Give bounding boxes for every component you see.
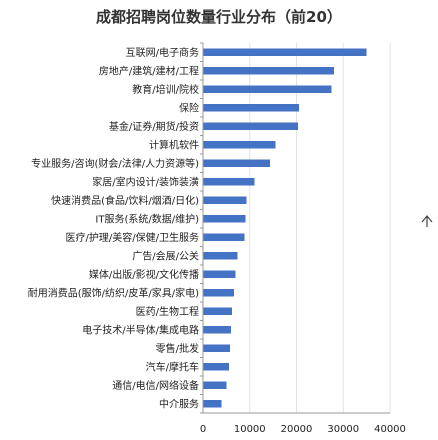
- category-label: 计算机软件: [149, 138, 199, 151]
- bar: [203, 251, 238, 260]
- x-tick-label: 20000: [281, 424, 313, 435]
- x-tick-label: 30000: [327, 424, 359, 435]
- x-tick-label: 0: [200, 424, 206, 435]
- bar: [203, 177, 255, 186]
- bar: [203, 344, 231, 353]
- bar: [203, 122, 298, 131]
- category-labels: 互联网/电子商务房地产/建筑/建材/工程教育/培训/院校保险基金/证券/期货/投…: [28, 46, 199, 411]
- chart-title: 成都招聘岗位数量行业分布（前20）: [96, 8, 342, 26]
- category-label: 零售/批发: [156, 342, 199, 355]
- bar: [203, 307, 232, 316]
- axes: [200, 42, 390, 414]
- x-tick-labels: 0 10000 20000 30000 40000: [200, 424, 406, 435]
- category-label: 房地产/建筑/建材/工程: [99, 64, 199, 77]
- category-label: 医疗/护理/美容/保健/卫生服务: [66, 231, 199, 244]
- bar: [203, 196, 247, 205]
- category-label: 通信/电信/网络设备: [112, 379, 199, 392]
- bar: [203, 85, 332, 94]
- category-label: 基金/证券/期货/投资: [109, 120, 199, 133]
- category-label: 专业服务/咨询(财会/法律/人力资源等): [31, 157, 199, 170]
- category-label: 广告/会展/公关: [132, 249, 199, 262]
- category-label: 中介服务: [159, 397, 199, 410]
- category-label: 电子技术/半导体/集成电路: [82, 323, 199, 336]
- category-label: 互联网/电子商务: [126, 46, 199, 59]
- bars: [203, 48, 367, 408]
- bar: [203, 159, 270, 168]
- chevron-up-icon[interactable]: [421, 215, 433, 227]
- category-label: IT服务(系统/数据/维护): [95, 212, 199, 225]
- category-label: 保险: [179, 101, 199, 114]
- bar: [203, 362, 230, 371]
- bar: [203, 399, 222, 408]
- category-label: 快速消费品(食品/饮料/烟酒/日化): [51, 194, 199, 207]
- x-tick-label: 40000: [374, 424, 406, 435]
- bar: [203, 103, 299, 112]
- category-label: 医药/生物工程: [136, 305, 199, 318]
- category-label: 媒体/出版/影视/文化传播: [89, 268, 199, 281]
- bar: [203, 214, 246, 223]
- category-label: 家居/室内设计/装饰装潢: [92, 175, 199, 188]
- bar: [203, 381, 227, 390]
- category-label: 耐用消费品(服饰/纺织/皮革/家具/家电): [28, 286, 199, 299]
- bar: [203, 270, 236, 279]
- x-tick-label: 10000: [234, 424, 266, 435]
- bar: [203, 288, 234, 297]
- bar: [203, 66, 334, 75]
- bar: [203, 233, 245, 242]
- category-label: 教育/培训/院校: [132, 83, 199, 96]
- grid-lines: [249, 43, 391, 413]
- bar: [203, 48, 367, 57]
- category-label: 汽车/摩托车: [146, 360, 199, 373]
- bar: [203, 140, 276, 149]
- bar: [203, 325, 232, 334]
